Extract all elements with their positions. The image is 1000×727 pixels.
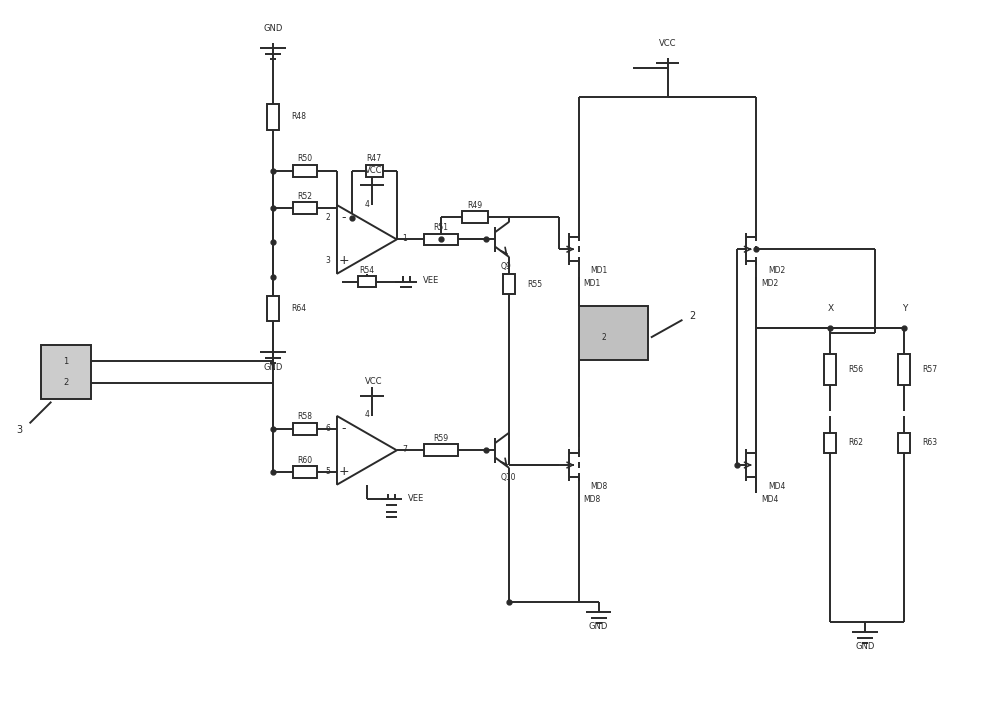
Polygon shape <box>337 416 397 485</box>
Bar <box>293 423 317 435</box>
Bar <box>824 433 836 453</box>
Text: R58: R58 <box>298 412 313 422</box>
Bar <box>293 466 317 478</box>
Text: R64: R64 <box>291 304 306 313</box>
Bar <box>267 104 279 130</box>
Text: 6: 6 <box>325 425 330 433</box>
Text: R47: R47 <box>367 154 382 164</box>
Text: R62: R62 <box>848 438 863 447</box>
Text: 1: 1 <box>63 356 69 366</box>
Bar <box>579 305 648 360</box>
Text: 7: 7 <box>403 445 408 454</box>
Text: -: - <box>342 422 346 435</box>
Text: MD2: MD2 <box>761 279 778 288</box>
Text: VEE: VEE <box>423 276 439 285</box>
Text: MD8: MD8 <box>591 482 608 491</box>
Text: MD1: MD1 <box>591 266 608 276</box>
Text: -: - <box>342 212 346 225</box>
Text: MD4: MD4 <box>761 495 778 504</box>
Bar <box>424 444 458 457</box>
Text: GND: GND <box>589 622 608 631</box>
Bar <box>824 353 836 385</box>
Text: 3: 3 <box>17 425 23 435</box>
Text: GND: GND <box>264 24 283 33</box>
Bar <box>358 276 376 287</box>
Text: VCC: VCC <box>365 166 383 175</box>
Text: MD2: MD2 <box>768 266 785 276</box>
Text: R59: R59 <box>434 434 449 443</box>
Text: Q10: Q10 <box>500 473 516 482</box>
Text: 2: 2 <box>602 333 606 342</box>
Text: R54: R54 <box>359 266 374 276</box>
Text: R48: R48 <box>291 112 306 121</box>
Text: VCC: VCC <box>365 377 383 386</box>
Text: R56: R56 <box>848 365 863 374</box>
Bar <box>898 433 910 453</box>
Text: R60: R60 <box>298 456 313 465</box>
Text: 2: 2 <box>689 311 695 321</box>
Text: MD1: MD1 <box>584 279 601 288</box>
Bar <box>293 165 317 177</box>
Bar <box>462 211 488 222</box>
Text: GND: GND <box>264 364 283 372</box>
Bar <box>898 353 910 385</box>
Text: +: + <box>339 254 349 268</box>
Bar <box>41 345 91 399</box>
Text: 4: 4 <box>364 200 369 209</box>
Bar <box>267 297 279 321</box>
Text: 5: 5 <box>325 467 330 476</box>
Text: 2: 2 <box>63 378 69 387</box>
Text: 4: 4 <box>364 411 369 419</box>
Bar <box>366 165 383 177</box>
Text: 3: 3 <box>325 257 330 265</box>
Text: 1: 1 <box>403 234 407 243</box>
Text: R52: R52 <box>298 192 313 201</box>
Text: MD4: MD4 <box>768 482 785 491</box>
Text: +: + <box>339 465 349 478</box>
Text: 2: 2 <box>325 213 330 222</box>
Text: VEE: VEE <box>408 494 425 503</box>
Text: X: X <box>827 304 833 313</box>
Text: R51: R51 <box>434 223 449 232</box>
Bar <box>503 274 515 294</box>
Text: R49: R49 <box>468 201 483 209</box>
Polygon shape <box>337 205 397 274</box>
Text: Q9: Q9 <box>500 262 511 271</box>
Text: Y: Y <box>902 304 907 313</box>
Text: R55: R55 <box>527 280 542 289</box>
Bar <box>424 233 458 245</box>
Text: GND: GND <box>855 642 875 651</box>
Bar <box>293 202 317 214</box>
Text: R63: R63 <box>922 438 937 447</box>
Text: VCC: VCC <box>659 39 676 48</box>
Text: R57: R57 <box>922 365 937 374</box>
Text: R50: R50 <box>298 154 313 164</box>
Text: MD8: MD8 <box>584 495 601 504</box>
